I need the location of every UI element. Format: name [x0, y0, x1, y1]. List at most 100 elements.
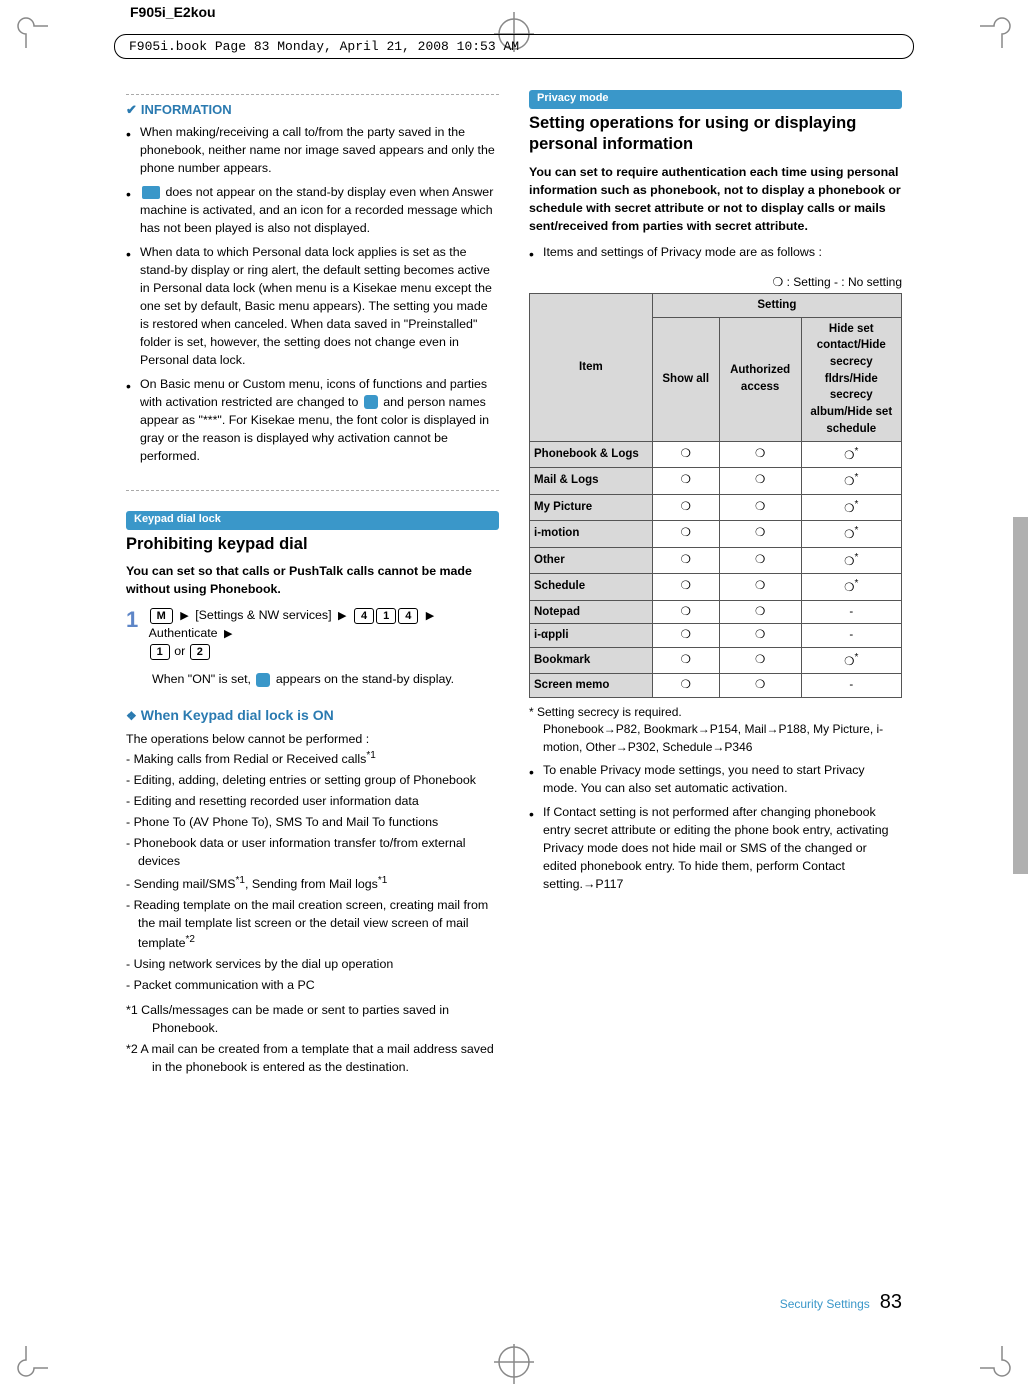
operations-list: - Making calls from Redial or Received c…	[126, 749, 499, 998]
left-column: ✔INFORMATION When making/receiving a cal…	[126, 90, 499, 1320]
row-item: Schedule	[530, 574, 653, 601]
row-cell: -	[801, 674, 901, 698]
star-notes-list: *1 Calls/messages can be made or sent to…	[126, 1002, 499, 1080]
row-cell: ❍*	[801, 441, 901, 468]
th-sub: Hide set contact/Hide secrecy fldrs/Hide…	[801, 317, 901, 441]
row-cell: ❍	[719, 674, 801, 698]
row-cell: ❍	[719, 494, 801, 521]
book-meta-line: F905i.book Page 83 Monday, April 21, 200…	[114, 34, 914, 59]
row-cell: ❍*	[801, 521, 901, 548]
table-row: Mail & Logs❍❍❍*	[530, 468, 902, 495]
key-1: 1	[376, 608, 396, 624]
step-note: When "ON" is set, appears on the stand-b…	[152, 671, 499, 689]
table-row: Schedule❍❍❍*	[530, 574, 902, 601]
info-bullet-item: When making/receiving a call to/from the…	[126, 124, 499, 178]
step-1: 1 M ▶ [Settings & NW services] ▶ 414 ▶ A…	[126, 607, 499, 661]
row-item: Notepad	[530, 600, 653, 624]
row-cell: ❍	[652, 674, 719, 698]
step-auth: Authenticate	[149, 626, 218, 640]
keypad-lead: You can set so that calls or PushTalk ca…	[126, 563, 499, 599]
row-cell: ❍*	[801, 574, 901, 601]
row-cell: ❍*	[801, 547, 901, 574]
row-cell: -	[801, 624, 901, 648]
row-cell: ❍	[719, 521, 801, 548]
star-note-item: *1 Calls/messages can be made or sent to…	[126, 1002, 499, 1038]
crop-mark-br	[980, 1346, 1024, 1390]
table-footnotes: * Setting secrecy is required. Phonebook…	[529, 704, 902, 756]
subhead-when-on: ❖When Keypad dial lock is ON	[126, 705, 499, 725]
section-tag-keypad: Keypad dial lock	[126, 511, 499, 530]
crop-mark-bottom	[488, 1344, 540, 1384]
row-item: Other	[530, 547, 653, 574]
arrow-icon: ▶	[426, 610, 434, 622]
settings-table: Item Setting Show allAuthorized accessHi…	[529, 293, 902, 698]
key-2: 2	[190, 644, 210, 660]
ops-item: - Editing, adding, deleting entries or s…	[126, 772, 499, 790]
th-sub: Authorized access	[719, 317, 801, 441]
row-cell: ❍	[719, 624, 801, 648]
row-cell: ❍	[719, 547, 801, 574]
key-4b: 4	[398, 608, 418, 624]
table-row: Other❍❍❍*	[530, 547, 902, 574]
ops-item: - Using network services by the dial up …	[126, 956, 499, 974]
row-cell: ❍	[719, 574, 801, 601]
row-cell: -	[801, 600, 901, 624]
row-cell: ❍	[652, 441, 719, 468]
arrow-icon: ▶	[180, 610, 188, 622]
step-or: or	[174, 644, 185, 658]
key-4: 4	[354, 608, 374, 624]
privacy-note-2: If Contact setting is not performed afte…	[529, 804, 902, 894]
row-cell: ❍	[652, 647, 719, 674]
foot-refs: Phonebook→P82, Bookmark→P154, Mail→P188,…	[529, 721, 902, 756]
row-cell: ❍	[719, 600, 801, 624]
crop-mark-tr	[980, 4, 1024, 48]
info-bullet-list: When making/receiving a call to/from the…	[126, 124, 499, 472]
step-body: M ▶ [Settings & NW services] ▶ 414 ▶ Aut…	[149, 607, 499, 661]
footer-page-number: 83	[880, 1288, 902, 1317]
ops-item: - Packet communication with a PC	[126, 977, 499, 995]
row-cell: ❍	[719, 647, 801, 674]
row-item: Mail & Logs	[530, 468, 653, 495]
th-sub: Show all	[652, 317, 719, 441]
ops-item: - Phone To (AV Phone To), SMS To and Mai…	[126, 814, 499, 832]
ops-item: - Phonebook data or user information tra…	[126, 835, 499, 871]
arrow-icon: ▶	[224, 628, 232, 640]
arrow-icon: ▶	[338, 610, 346, 622]
row-cell: ❍*	[801, 647, 901, 674]
step-number: 1	[126, 609, 143, 631]
row-cell: ❍	[652, 494, 719, 521]
row-cell: ❍	[652, 521, 719, 548]
row-cell: ❍	[652, 624, 719, 648]
row-cell: ❍*	[801, 468, 901, 495]
table-row: Screen memo❍❍-	[530, 674, 902, 698]
row-item: Bookmark	[530, 647, 653, 674]
footer-section: Security Settings	[780, 1296, 870, 1313]
star-note-item: *2 A mail can be created from a template…	[126, 1041, 499, 1077]
table-legend: ❍ : Setting - : No setting	[529, 274, 902, 291]
crop-mark-bl	[4, 1346, 48, 1390]
edge-tab	[1013, 517, 1028, 874]
crop-mark-tl	[4, 4, 48, 48]
table-row: i-αppli❍❍-	[530, 624, 902, 648]
ops-intro: The operations below cannot be performed…	[126, 731, 499, 749]
table-row: Phonebook & Logs❍❍❍*	[530, 441, 902, 468]
restricted-icon	[364, 395, 378, 409]
row-item: Phonebook & Logs	[530, 441, 653, 468]
table-row: Bookmark❍❍❍*	[530, 647, 902, 674]
privacy-bullet1: Items and settings of Privacy mode are a…	[529, 244, 902, 262]
page-footer: Security Settings 83	[126, 1288, 902, 1317]
row-cell: ❍	[652, 574, 719, 601]
table-row: My Picture❍❍❍*	[530, 494, 902, 521]
key-m: M	[150, 608, 173, 624]
row-cell: ❍	[719, 441, 801, 468]
row-cell: ❍	[652, 468, 719, 495]
row-item: My Picture	[530, 494, 653, 521]
section-head-privacy: Setting operations for using or displayi…	[529, 113, 902, 156]
row-cell: ❍*	[801, 494, 901, 521]
th-setting: Setting	[652, 294, 901, 318]
ops-item: - Editing and resetting recorded user in…	[126, 793, 499, 811]
privacy-lead: You can set to require authentication ea…	[529, 164, 902, 236]
row-item: i-αppli	[530, 624, 653, 648]
answer-machine-icon	[142, 186, 160, 199]
diamond-icon: ❖	[126, 709, 137, 723]
